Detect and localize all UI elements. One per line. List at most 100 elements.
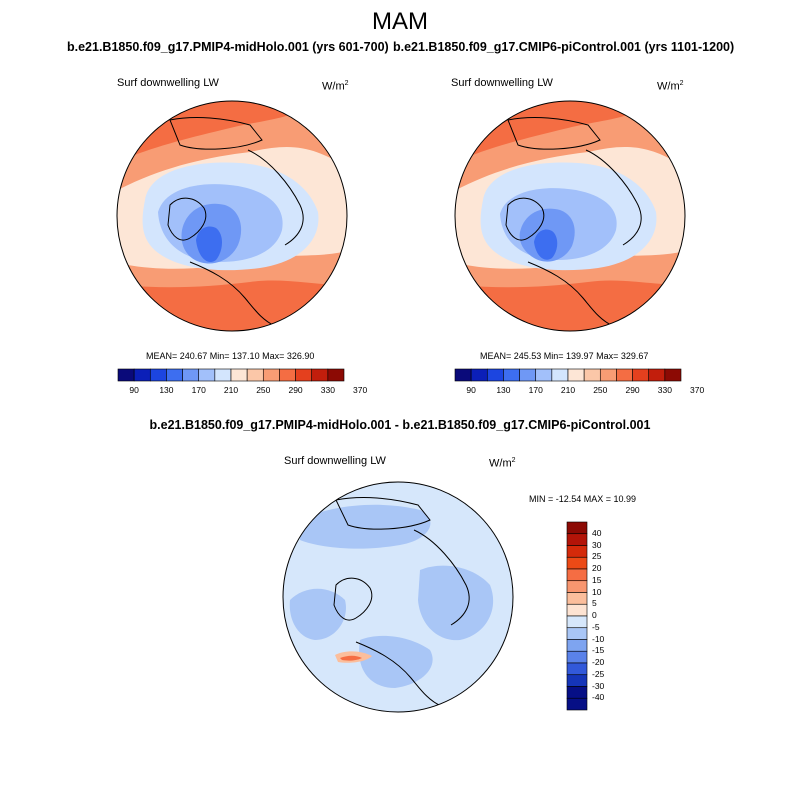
panel-1-colorbar-box — [262, 368, 280, 382]
panel-2-colorbar-tick: 250 — [593, 385, 608, 395]
panel-3-cool-d — [359, 635, 433, 688]
panel-1-coastline-d — [247, 149, 304, 246]
panel-1-colorbar-box — [246, 368, 264, 382]
panel-2-colorbar-box — [519, 368, 537, 382]
season-title: MAM — [372, 8, 428, 35]
panel-3-colorbar-box — [566, 639, 588, 652]
panel-1-colorbar-tick: 170 — [191, 385, 206, 395]
panel-3-cool-a — [300, 504, 431, 549]
panel-1-colorbar-box — [327, 368, 345, 382]
panel-2-colorbar-box — [648, 368, 666, 382]
panel-2-colorbar-box — [616, 368, 633, 382]
panel-2-greenland-coldest — [534, 229, 558, 260]
panel-1-colorbar-tick: 250 — [256, 385, 271, 395]
panel-1-colorbar-tick: 130 — [159, 385, 174, 395]
panel-1-map — [116, 100, 348, 332]
panel-2-colorbar-box — [567, 368, 585, 382]
panel-2-stats: MEAN= 245.53 Min= 139.97 Max= 329.67 — [480, 351, 649, 361]
panel-1-colorbar-tick: 330 — [320, 385, 335, 395]
panel-3-coastline-a — [335, 497, 431, 530]
panel-3-colorbar-box — [566, 556, 588, 570]
panel-1-colorbar-box — [117, 368, 135, 382]
panel-3-coastline-d — [413, 529, 470, 626]
panel-3-colorbar-tick: -30 — [592, 680, 605, 691]
panel-1-colorbar-box — [311, 368, 329, 382]
panel-1-colorbar-box — [214, 368, 232, 382]
panel-2-colorbar-box — [664, 368, 682, 382]
panel-3-colorbar-tick: 20 — [592, 563, 602, 573]
panel-3-cool-b — [289, 588, 346, 640]
panel-1-colorbar-tick: 90 — [129, 385, 139, 395]
panel-3-colorbar-box — [566, 545, 588, 558]
panel-2-coastline-a — [507, 117, 601, 150]
panel-2-map-border — [454, 100, 686, 332]
panel-3-colorbar-tick: 15 — [592, 574, 602, 585]
panel-2-colorbar-box — [486, 368, 504, 382]
panel-2-title: b.e21.B1850.f09_g17.CMIP6-piControl.001 … — [393, 40, 735, 54]
panel-2-colorbar-box — [551, 368, 569, 382]
panel-1-colorbar-tick: 370 — [353, 385, 368, 395]
panel-2-coastline-c — [527, 261, 614, 327]
panel-3-colorbar-tick: 25 — [592, 551, 602, 562]
panel-3-title: b.e21.B1850.f09_g17.PMIP4-midHolo.001 - … — [149, 418, 651, 432]
panel-3-colorbar-box — [566, 662, 588, 676]
panel-3-variable-label: Surf downwelling LW — [284, 455, 386, 467]
panel-1-map-border — [116, 100, 348, 332]
panel-3-colorbar-box — [566, 686, 588, 699]
panel-3-colorbar-box — [566, 615, 588, 629]
panel-3-colorbar-box — [566, 580, 588, 593]
panel-2-colorbar-box — [535, 368, 553, 382]
panel-1-colorbar-tick: 210 — [223, 385, 239, 395]
panel-2-colorbar-box — [632, 368, 650, 382]
panel-1-colorbar-box — [230, 368, 248, 382]
panel-2-colorbar-tick: 170 — [528, 385, 543, 395]
panel-2-colorbar-box — [470, 368, 488, 382]
panel-1-stats: MEAN= 240.67 Min= 137.10 Max= 326.90 — [146, 351, 315, 361]
panel-2-colorbar-box — [599, 368, 617, 382]
panel-3-units-label: W/m2 — [489, 457, 516, 470]
panel-2-colorbar-tick: 370 — [690, 385, 705, 395]
panel-2-colorbar-box — [503, 368, 520, 382]
panel-3-colorbar-box — [566, 650, 588, 664]
panel-2-coastline-b — [505, 197, 545, 241]
panel-3-map-border — [282, 481, 514, 713]
panel-3-colorbar-tick: -10 — [592, 633, 605, 644]
panel-3-map — [282, 481, 514, 713]
panel-2-map — [454, 100, 686, 332]
panel-2-colorbar-box — [454, 368, 472, 382]
panel-3-colorbar-tick: 40 — [592, 527, 602, 538]
panel-3-colorbar-box — [566, 592, 588, 605]
panel-3-colorbar-box — [566, 568, 588, 582]
panel-2-colorbar-tick: 130 — [496, 385, 511, 395]
panel-3-colorbar-tick: -5 — [592, 621, 600, 632]
panel-2-colorbar — [454, 368, 682, 382]
panel-1-variable-label: Surf downwelling LW — [117, 77, 219, 89]
panel-1-colorbar-box — [279, 368, 296, 382]
panel-3-colorbar-box — [566, 674, 588, 687]
panel-3-colorbar-box — [566, 521, 588, 535]
panel-3-colorbar-tick: 30 — [592, 539, 602, 550]
panel-1-colorbar-box — [198, 368, 216, 382]
panel-1-coastline-b — [167, 197, 207, 241]
panel-1-title: b.e21.B1850.f09_g17.PMIP4-midHolo.001 (y… — [67, 40, 389, 54]
panel-3-warm-core — [340, 655, 362, 661]
panel-2-variable-label: Surf downwelling LW — [451, 77, 553, 89]
panel-3-colorbar — [566, 521, 588, 711]
panel-3-colorbar-tick: -25 — [592, 668, 605, 679]
panel-1-colorbar-box — [166, 368, 183, 382]
panel-2-colorbar-tick: 210 — [560, 385, 576, 395]
panel-3-colorbar-tick: -20 — [592, 657, 605, 667]
panel-2-colorbar-tick: 330 — [657, 385, 672, 395]
panel-1-coastline-a — [169, 117, 263, 150]
panel-1-colorbar-tick: 290 — [288, 385, 303, 395]
panel-1-colorbar-box — [133, 368, 151, 382]
panel-3-colorbar-box — [566, 533, 588, 546]
panel-3-colorbar-tick: 0 — [592, 610, 597, 620]
panel-2-colorbar-box — [583, 368, 601, 382]
panel-1-units-label: W/m2 — [322, 80, 349, 93]
panel-1-coastline-c — [189, 261, 276, 327]
panel-3-coastline-c — [355, 641, 442, 707]
panel-3-colorbar-box — [566, 603, 588, 617]
panel-3-stats: MIN = -12.54 MAX = 10.99 — [529, 494, 637, 504]
